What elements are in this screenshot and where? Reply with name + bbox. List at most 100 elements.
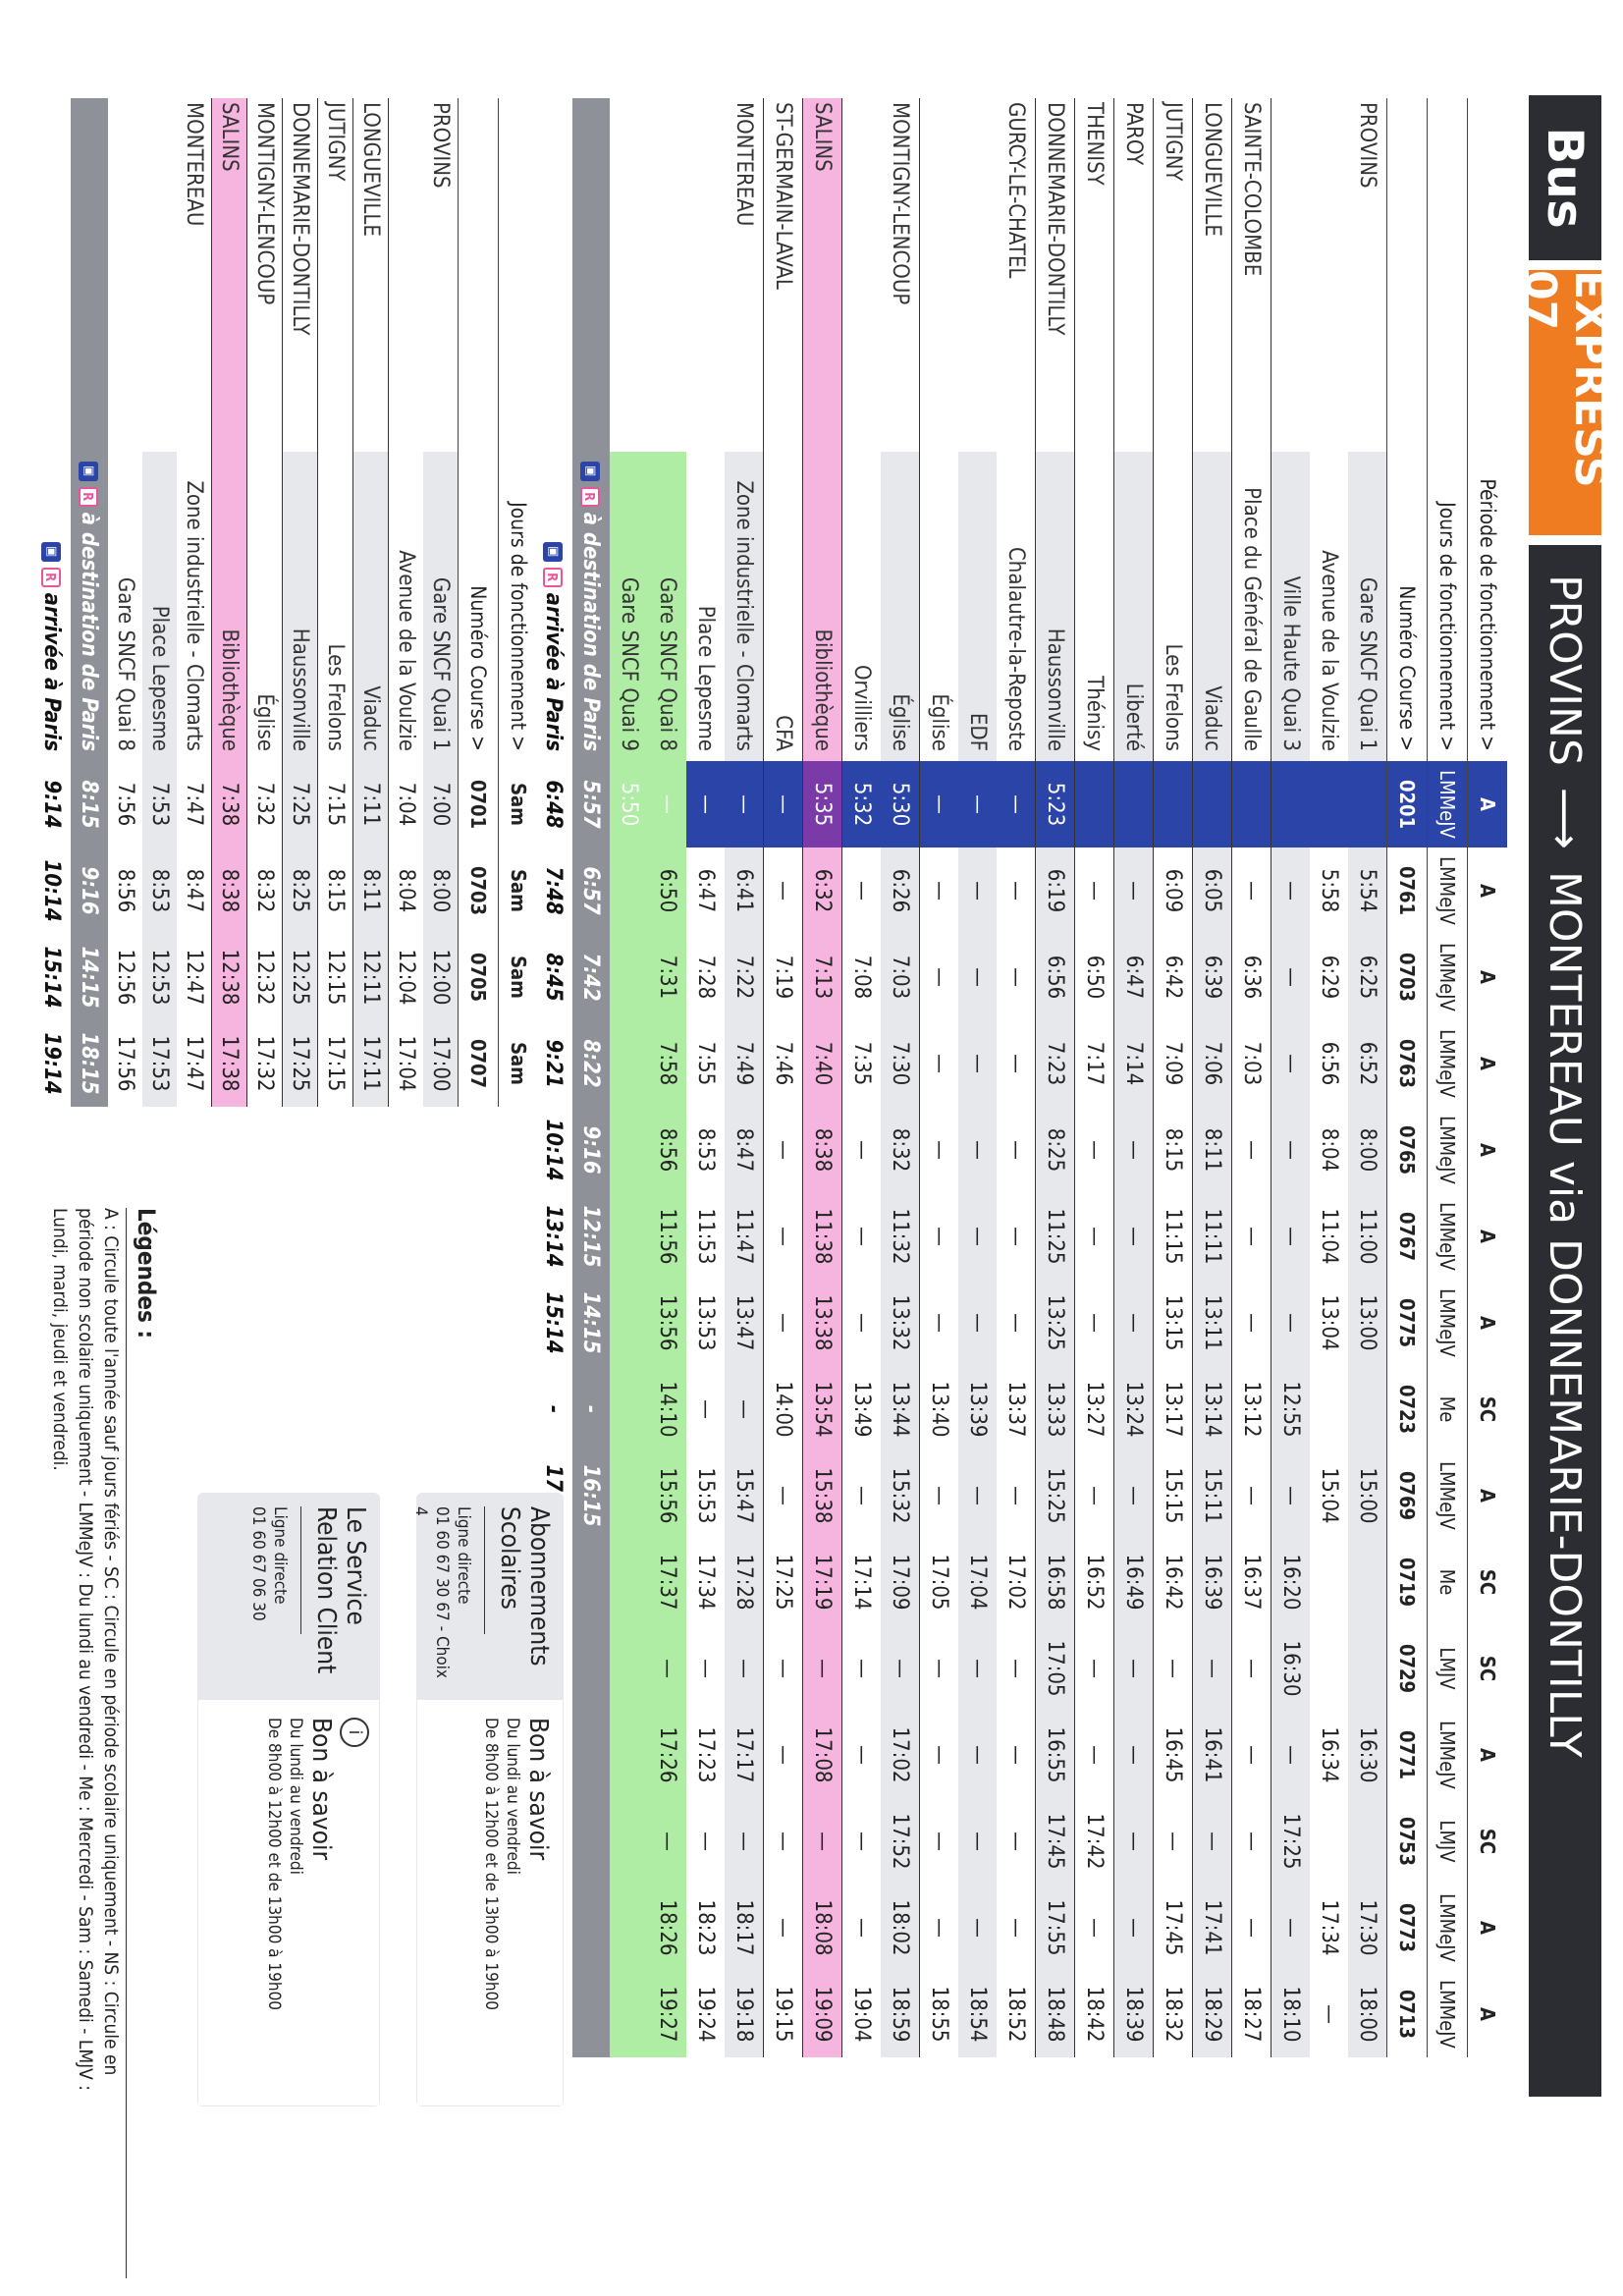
time-cell: 17:55 (1035, 1885, 1075, 1971)
footer-label: ▣ Rarrivée à Paris (33, 452, 71, 761)
time-cell: — (1192, 1798, 1232, 1885)
time-cell: — (958, 1885, 997, 1971)
time-cell (1271, 761, 1310, 847)
time-cell: 17:34 (1317, 1899, 1341, 1956)
city-name: MONTIGNY-LENCOUP (246, 98, 283, 452)
time-cell: 11:00 (1348, 1193, 1387, 1280)
time-cell (610, 934, 648, 1020)
stop-row: MONTIGNY-LENCOUP Église 5:30 6:26 7:03 7:30 8:… (881, 98, 920, 2057)
time-cell: 8:53 (693, 1127, 718, 1173)
time-cell: 17:15 (317, 1020, 353, 1107)
time-cell: 7:56 (113, 782, 137, 827)
time-cell: 17:11 (352, 1020, 389, 1107)
time-cell: 8:15 (317, 847, 353, 934)
time-cell: — (1231, 1885, 1271, 1971)
header-cell: Sam (498, 761, 538, 847)
header-cell: 0761 (1386, 847, 1428, 934)
time-cell: 11:25 (1035, 1193, 1075, 1280)
time-cell: 16:42 (1153, 1539, 1193, 1625)
city-name (610, 98, 648, 452)
time-cell: 18:08 (802, 1885, 842, 1971)
time-cell: 6:36 (1231, 934, 1271, 1020)
time-cell: — (927, 1227, 951, 1246)
time-cell: 13:15 (1153, 1280, 1193, 1366)
stop-row: SALINS Bibliothèque 7:38 8:38 12:38 17:38 (211, 98, 247, 1107)
time-cell: — (1231, 1107, 1271, 1193)
time-cell: 16:58 (1035, 1539, 1075, 1625)
info-hours: De 8h00 à 12h00 et de 13h00 à 19h00 (264, 1718, 284, 2011)
header-cell: A (1467, 1712, 1507, 1798)
time-cell (1310, 1798, 1348, 1885)
time-cell: 12:04 (394, 949, 418, 1006)
info-title: Bon à savoir (306, 1718, 336, 1861)
header-cell: 0763 (1386, 1020, 1428, 1107)
header-label: Numéro Course > (458, 98, 499, 761)
city-name: MONTEREAU (725, 98, 764, 452)
info-days: Du lundi au vendredi (286, 1718, 305, 1875)
time-cell: 8:38 (802, 1107, 842, 1193)
footer-time: 12:15 (572, 1193, 610, 1280)
time-cell: 17:09 (881, 1539, 920, 1625)
time-cell: 12:53 (142, 934, 177, 1020)
footer-time: 10:14 (541, 1119, 567, 1181)
time-cell: — (849, 1227, 874, 1246)
time-cell: 16:45 (1153, 1712, 1193, 1798)
time-cell: 13:25 (1035, 1280, 1075, 1366)
time-cell: 17:25 (1271, 1798, 1310, 1885)
time-cell: 6:25 (1348, 934, 1387, 1020)
time-cell: 18:10 (1271, 1971, 1310, 2057)
time-cell: 13:44 (881, 1366, 920, 1452)
footer-time: 6:48 (541, 780, 567, 829)
time-cell (1348, 1798, 1387, 1885)
footer-time: 9:21 (541, 1039, 567, 1088)
time-cell: 17:19 (802, 1539, 842, 1625)
time-cell: — (1231, 1798, 1271, 1885)
time-cell: 17:02 (997, 1539, 1036, 1625)
time-cell: 5:58 (1317, 868, 1341, 913)
weekday-timetable: Période de fonctionnement > A A A A A A A SC A SC S… (535, 98, 1507, 2057)
time-cell: — (927, 881, 951, 901)
city-name: JUTIGNY (317, 98, 353, 452)
time-cell (1310, 1539, 1348, 1625)
time-cell: — (958, 1020, 997, 1107)
legend-line: période non scolaire uniquement - LMMeJV… (75, 1208, 96, 2092)
footer-time: 14:15 (71, 934, 108, 1020)
phone-number: 01 60 67 06 30 (248, 1506, 268, 1621)
time-cell: 13:37 (997, 1366, 1036, 1452)
stop-name: Thénisy (1074, 452, 1114, 761)
time-cell: — (802, 1798, 842, 1885)
stop-name: Gare SNCF Quai 9 (610, 452, 648, 761)
footer-time: 18:15 (71, 1020, 108, 1107)
time-cell: — (849, 881, 874, 901)
time-cell: — (763, 761, 803, 847)
footer-spacer (33, 98, 71, 452)
footer-time: 10:14 (39, 859, 65, 922)
stop-row: Avenue de la Voulzie 5:58 6:29 6:56 8:04 11:0… (1310, 98, 1348, 2057)
time-cell: 8:56 (648, 1107, 686, 1193)
time-cell: 17:25 (763, 1539, 803, 1625)
time-cell: 7:53 (142, 761, 177, 847)
time-cell: 7:25 (282, 761, 318, 847)
footer-spacer (572, 98, 610, 452)
city-name (842, 98, 882, 452)
stop-row: GURCY-LE-CHATEL Chalautre-la-Reposte — — — — —… (997, 98, 1036, 2057)
header-cell: 0201 (1386, 761, 1428, 847)
header-row: Jours de fonctionnement > LMMeJV LMMeJV LMM… (1427, 98, 1468, 2057)
time-cell (1113, 761, 1154, 847)
time-cell: 7:08 (849, 955, 874, 1000)
stop-name: Bibliothèque (211, 452, 247, 761)
time-cell: — (997, 1193, 1036, 1280)
time-cell: — (1113, 1280, 1154, 1366)
time-cell: — (1271, 1193, 1310, 1280)
time-cell: 8:56 (113, 868, 137, 913)
time-cell: — (648, 1798, 686, 1885)
city-name (648, 98, 686, 452)
time-cell: 7:03 (1231, 1020, 1271, 1107)
time-cell: — (1074, 1885, 1114, 1971)
time-cell: — (927, 1745, 951, 1765)
time-cell: 16:20 (1271, 1539, 1310, 1625)
info-box-abonnements: Abonnements Scolaires Ligne directe 01 6… (416, 1493, 564, 2106)
footer-time (572, 1885, 610, 1971)
footer-spacer (535, 98, 572, 452)
stop-name: Avenue de la Voulzie (1317, 550, 1341, 751)
